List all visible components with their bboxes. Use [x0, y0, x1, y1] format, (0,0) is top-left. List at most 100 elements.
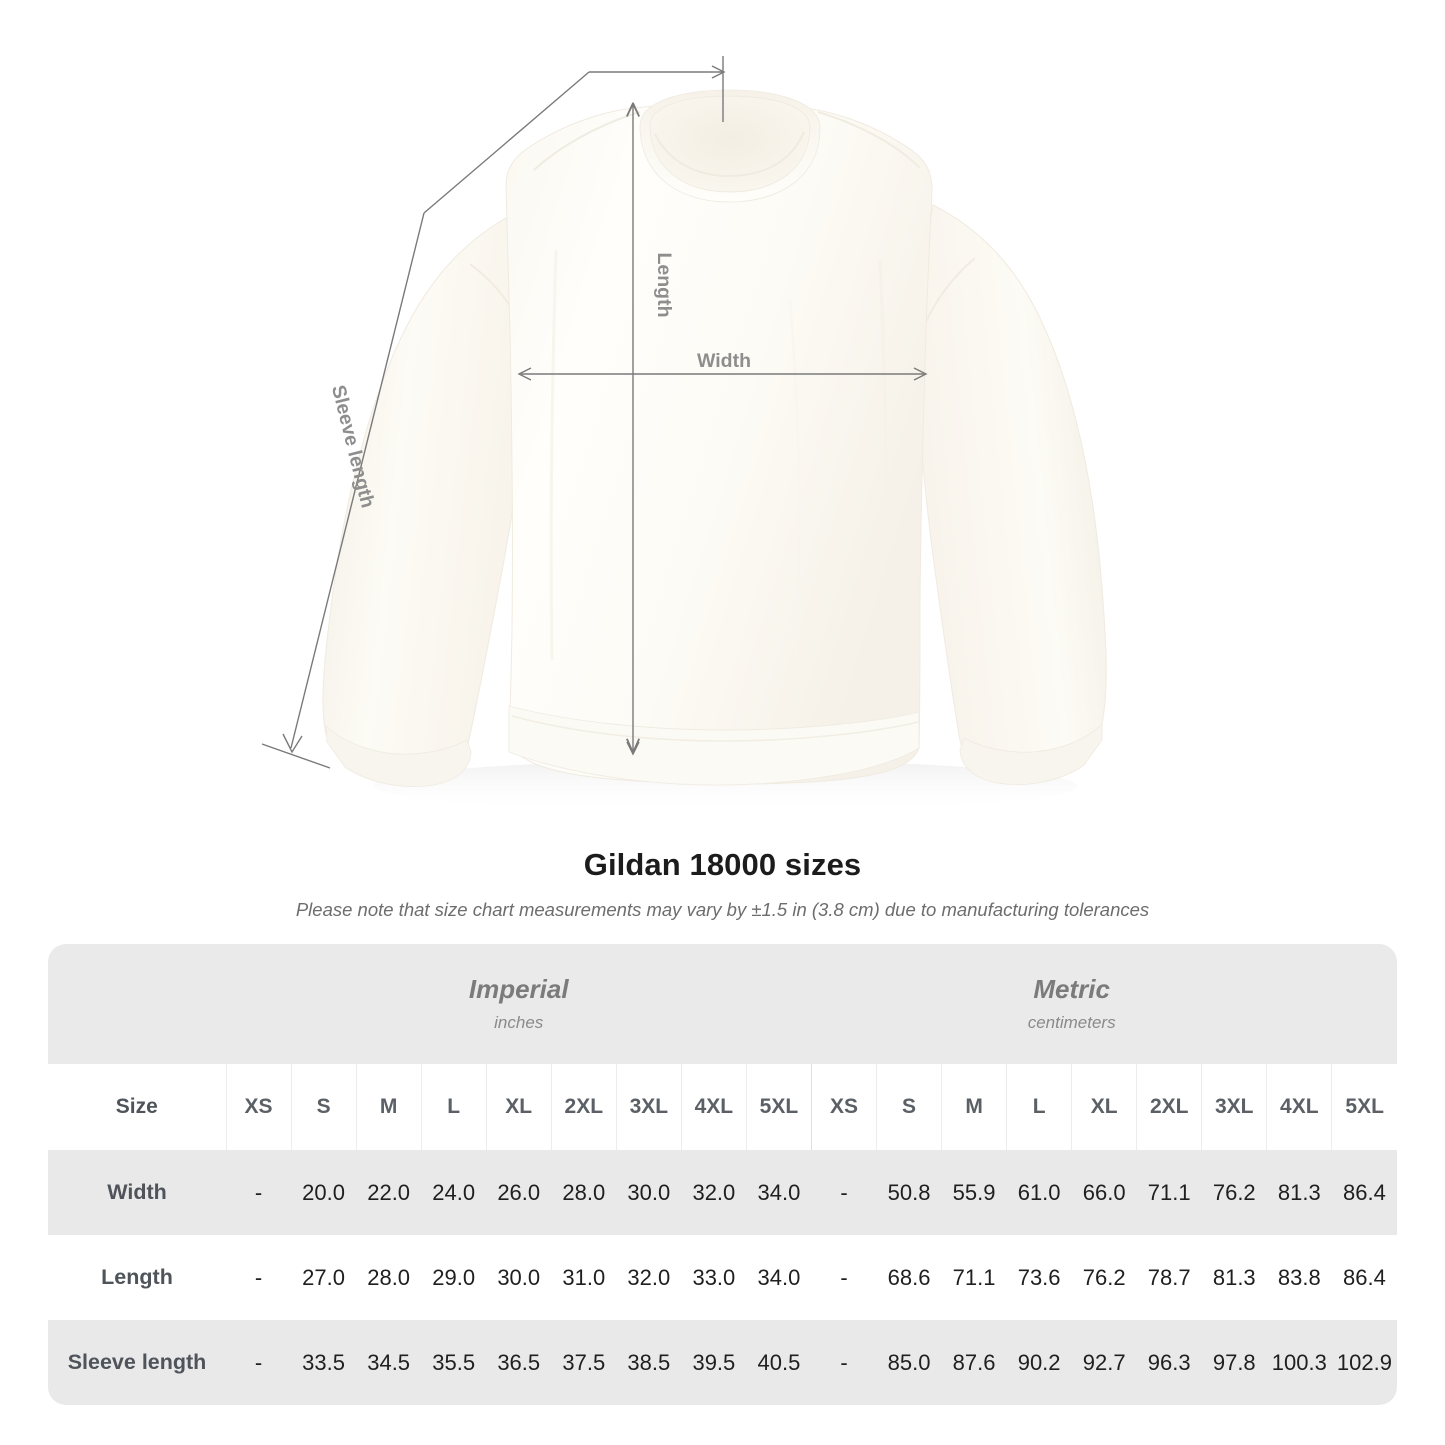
unit-imperial-sub: inches — [494, 1013, 544, 1032]
cell-width-metric-s: 50.8 — [876, 1150, 942, 1235]
cell-length-imperial-3xl: 32.0 — [616, 1235, 682, 1320]
cell-length-metric-2xl: 78.7 — [1136, 1235, 1202, 1320]
cell-sleeve-metric-l: 90.2 — [1006, 1320, 1072, 1405]
cell-length-metric-5xl: 86.4 — [1331, 1235, 1397, 1320]
unit-spacer-right — [1331, 944, 1397, 1064]
size-header-row: Size XS S M L XL 2XL 3XL 4XL 5XL XS S M … — [48, 1064, 1397, 1150]
sleeve-measure-line — [290, 212, 425, 749]
size-header-label: Size — [48, 1064, 227, 1150]
cell-width-imperial-5xl: 34.0 — [746, 1150, 812, 1235]
unit-metric-cell: Metric centimeters — [811, 944, 1332, 1064]
width-arrow-right — [913, 367, 928, 381]
table-row: Sleeve length - 33.5 34.5 35.5 36.5 37.5… — [48, 1320, 1397, 1405]
cell-length-metric-3xl: 81.3 — [1201, 1235, 1267, 1320]
hem-stitch — [511, 715, 919, 742]
cell-length-imperial-xl: 30.0 — [486, 1235, 552, 1320]
cell-sleeve-imperial-s: 33.5 — [291, 1320, 357, 1405]
cell-sleeve-imperial-xs: - — [226, 1320, 292, 1405]
size-header-metric-l: L — [1006, 1064, 1073, 1150]
cell-width-imperial-3xl: 30.0 — [616, 1150, 682, 1235]
cell-sleeve-imperial-3xl: 38.5 — [616, 1320, 682, 1405]
sleeve-leader-diagonal — [423, 71, 590, 214]
size-header-metric-xl: XL — [1071, 1064, 1138, 1150]
size-table: Imperial inches Metric centimeters Size … — [48, 944, 1397, 1405]
row-label-width: Width — [48, 1150, 227, 1235]
cell-width-imperial-4xl: 32.0 — [681, 1150, 747, 1235]
cell-length-imperial-2xl: 31.0 — [551, 1235, 617, 1320]
cell-sleeve-metric-xl: 92.7 — [1071, 1320, 1137, 1405]
cell-width-imperial-xs: - — [226, 1150, 292, 1235]
body-fold-center — [788, 299, 801, 661]
cell-width-metric-xl: 66.0 — [1071, 1150, 1137, 1235]
length-arrow-down — [626, 741, 640, 756]
cell-length-metric-xs: - — [811, 1235, 877, 1320]
collar-rib — [639, 89, 821, 203]
width-arrow-left — [517, 367, 532, 381]
cell-length-imperial-5xl: 34.0 — [746, 1235, 812, 1320]
cell-width-imperial-l: 24.0 — [421, 1150, 487, 1235]
size-header-imperial-l: L — [421, 1064, 487, 1150]
cell-width-imperial-2xl: 28.0 — [551, 1150, 617, 1235]
cell-width-metric-l: 61.0 — [1006, 1150, 1072, 1235]
size-header-imperial-xs: XS — [226, 1064, 292, 1150]
unit-spacer-left — [48, 944, 227, 1064]
size-header-metric-s: S — [876, 1064, 943, 1150]
cell-width-imperial-m: 22.0 — [356, 1150, 422, 1235]
size-header-imperial-4xl: 4XL — [681, 1064, 747, 1150]
cell-width-imperial-s: 20.0 — [291, 1150, 357, 1235]
size-header-imperial-s: S — [291, 1064, 357, 1150]
size-header-metric-4xl: 4XL — [1266, 1064, 1333, 1150]
body-fold-left — [549, 249, 558, 661]
cell-sleeve-metric-3xl: 97.8 — [1201, 1320, 1267, 1405]
unit-metric-name: Metric — [1033, 974, 1110, 1004]
cell-sleeve-imperial-4xl: 39.5 — [681, 1320, 747, 1405]
cell-sleeve-imperial-l: 35.5 — [421, 1320, 487, 1405]
length-label: Length — [653, 253, 675, 318]
body-fold-right — [878, 259, 889, 665]
left-sleeve — [322, 211, 535, 781]
unit-imperial-name: Imperial — [468, 974, 569, 1004]
cell-length-imperial-xs: - — [226, 1235, 292, 1320]
row-label-length: Length — [48, 1235, 227, 1320]
size-header-imperial-xl: XL — [486, 1064, 552, 1150]
size-header-metric-5xl: 5XL — [1331, 1064, 1397, 1150]
cell-width-metric-4xl: 81.3 — [1266, 1150, 1332, 1235]
cell-sleeve-metric-2xl: 96.3 — [1136, 1320, 1202, 1405]
cell-sleeve-metric-4xl: 100.3 — [1266, 1320, 1332, 1405]
cell-sleeve-metric-xs: - — [811, 1320, 877, 1405]
collar-inner-shade — [654, 131, 805, 178]
size-header-metric-3xl: 3XL — [1201, 1064, 1268, 1150]
garment-diagram-svg: Length Width Sleeve length — [261, 56, 1107, 812]
cell-width-metric-5xl: 86.4 — [1331, 1150, 1397, 1235]
cell-width-imperial-xl: 26.0 — [486, 1150, 552, 1235]
cell-width-metric-2xl: 71.1 — [1136, 1150, 1202, 1235]
width-label: Width — [697, 350, 751, 372]
garment-illustration: Length Width Sleeve length — [261, 56, 1107, 812]
bottom-hem — [508, 705, 920, 786]
table-row: Length - 27.0 28.0 29.0 30.0 31.0 32.0 3… — [48, 1235, 1397, 1320]
row-label-sleeve-length: Sleeve length — [48, 1320, 227, 1405]
cell-sleeve-metric-s: 85.0 — [876, 1320, 942, 1405]
size-header-imperial-2xl: 2XL — [551, 1064, 617, 1150]
size-header-imperial-3xl: 3XL — [616, 1064, 682, 1150]
cell-length-metric-s: 68.6 — [876, 1235, 942, 1320]
tolerance-note: Please note that size chart measurements… — [295, 899, 1150, 920]
cell-length-metric-xl: 76.2 — [1071, 1235, 1137, 1320]
garment-body — [505, 99, 933, 785]
sleeve-end-tick — [261, 743, 331, 769]
page-title: Gildan 18000 sizes — [583, 847, 862, 882]
cell-width-metric-m: 55.9 — [941, 1150, 1007, 1235]
size-table-container: Imperial inches Metric centimeters Size … — [48, 944, 1397, 1405]
unit-metric-sub: centimeters — [1027, 1013, 1116, 1032]
right-cuff — [959, 723, 1103, 785]
size-header-imperial-m: M — [356, 1064, 422, 1150]
title-block: Gildan 18000 sizes Please note that size… — [0, 845, 1445, 923]
left-cuff — [325, 725, 472, 787]
sleeve-leader-arrow — [711, 65, 726, 79]
sleeve-arrow-down — [282, 733, 303, 754]
unit-imperial-cell: Imperial inches — [226, 944, 812, 1064]
cell-sleeve-imperial-m: 34.5 — [356, 1320, 422, 1405]
cell-length-imperial-s: 27.0 — [291, 1235, 357, 1320]
cell-width-metric-xs: - — [811, 1150, 877, 1235]
